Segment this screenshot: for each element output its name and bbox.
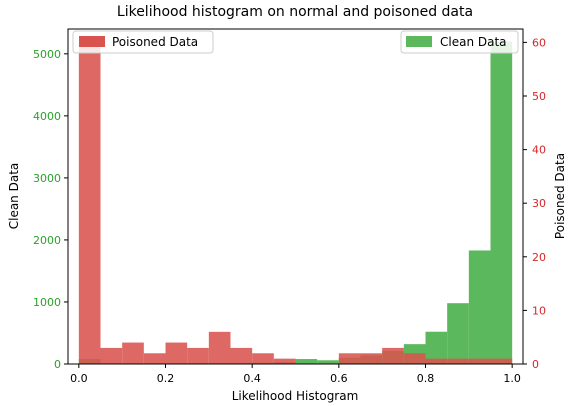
x-tick-label: 0.0	[70, 372, 88, 385]
clean-bar	[447, 303, 469, 364]
x-axis-label: Likelihood Histogram	[232, 389, 359, 403]
legend-poisoned: Poisoned Data	[72, 30, 214, 54]
right-y-axis-ticks: 0 10 20 30 40 50 60	[523, 36, 546, 371]
clean-data-bars	[78, 41, 513, 364]
clean-bar	[490, 41, 513, 364]
chart-title: Likelihood histogram on normal and poiso…	[117, 4, 473, 20]
poisoned-bar	[100, 347, 123, 364]
poisoned-bar	[403, 353, 426, 364]
legend-label-clean: Clean Data	[440, 35, 507, 49]
poisoned-bar	[360, 353, 383, 364]
x-tick-label: 1.0	[503, 372, 521, 385]
clean-bar	[295, 359, 318, 364]
poisoned-data-bars	[78, 42, 513, 365]
legend-label-poisoned: Poisoned Data	[112, 35, 198, 49]
clean-bar	[317, 360, 339, 364]
poisoned-bar	[187, 347, 209, 364]
legend-clean: Clean Data	[400, 30, 519, 54]
poisoned-bar	[273, 358, 296, 364]
plot-frame	[67, 28, 524, 365]
poisoned-bar	[165, 342, 188, 364]
x-tick-label: 0.2	[157, 372, 175, 385]
right-y-axis-label: Poisoned Data	[553, 153, 567, 239]
right-y-tick-label: 60	[532, 36, 546, 49]
poisoned-bar	[447, 358, 469, 364]
poisoned-bar	[230, 347, 253, 364]
right-y-tick-label: 30	[532, 197, 546, 210]
poisoned-bar	[78, 42, 101, 365]
x-tick-label: 0.8	[417, 372, 435, 385]
right-y-tick-label: 10	[532, 304, 546, 317]
right-y-tick-label: 0	[532, 358, 539, 371]
poisoned-bar	[382, 347, 404, 364]
x-tick-label: 0.6	[330, 372, 348, 385]
poisoned-bar	[338, 353, 361, 364]
left-y-tick-label: 0	[54, 358, 61, 371]
left-y-tick-label: 4000	[33, 110, 61, 123]
left-y-axis-ticks: 0 1000 2000 3000 4000 5000	[33, 48, 68, 371]
x-tick-label: 0.4	[243, 372, 261, 385]
left-y-tick-label: 3000	[33, 172, 61, 185]
poisoned-bar	[490, 358, 513, 364]
right-y-tick-label: 20	[532, 251, 546, 264]
right-y-tick-label: 50	[532, 90, 546, 103]
left-y-tick-label: 1000	[33, 296, 61, 309]
clean-bar	[468, 250, 491, 364]
x-axis-ticks: 0.0 0.2 0.4 0.6 0.8 1.0	[70, 364, 521, 385]
poisoned-bar	[468, 358, 491, 364]
left-y-tick-label: 2000	[33, 234, 61, 247]
left-y-axis-label: Clean Data	[7, 163, 21, 230]
poisoned-bar	[252, 353, 274, 364]
legend-swatch-poisoned	[79, 36, 105, 47]
legend-swatch-clean	[406, 36, 432, 47]
poisoned-bar	[208, 331, 231, 364]
poisoned-bar	[143, 353, 166, 364]
poisoned-bar	[122, 342, 144, 364]
poisoned-bar	[425, 358, 448, 364]
right-y-tick-label: 40	[532, 144, 546, 157]
left-y-tick-label: 5000	[33, 48, 61, 61]
clean-bar	[425, 331, 448, 364]
